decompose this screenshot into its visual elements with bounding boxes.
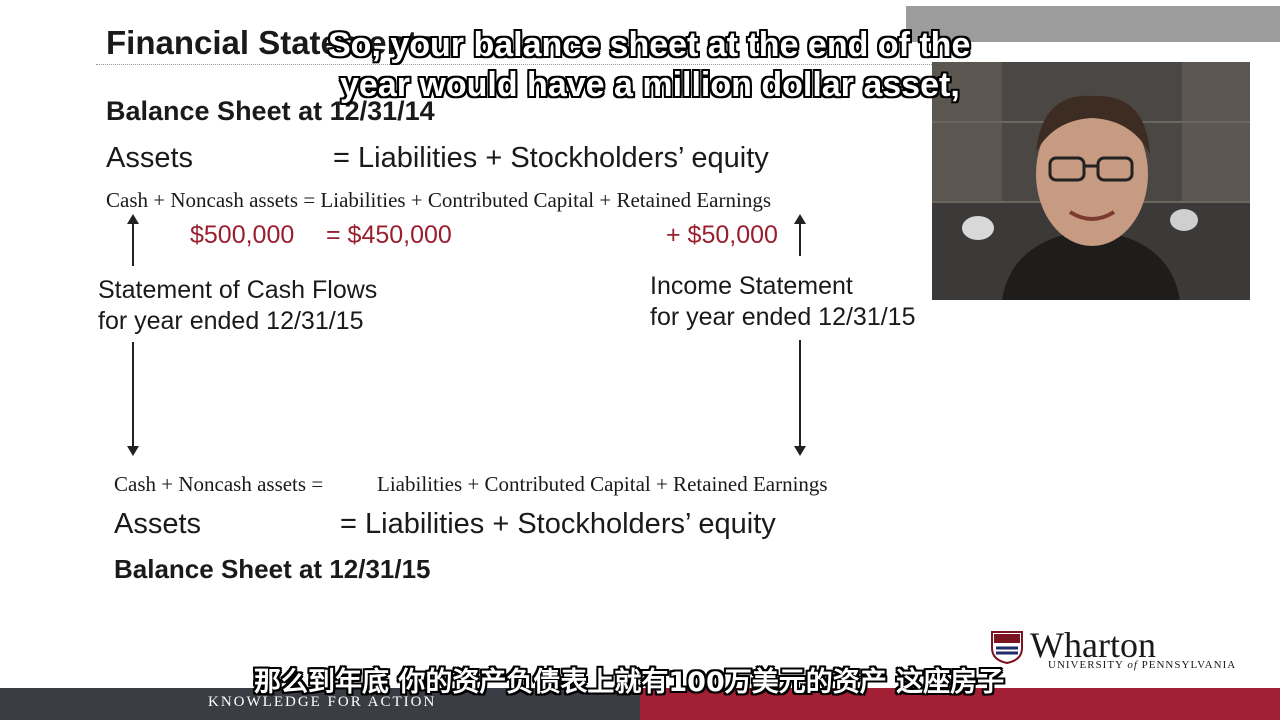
wharton-logo-text: Wharton xyxy=(1030,625,1156,665)
cash-flows-period: for year ended 12/31/15 xyxy=(98,307,364,335)
arrow-down-retained-icon xyxy=(794,340,806,456)
cash-flows-title: Statement of Cash Flows xyxy=(98,276,378,304)
slide-title: Financial Statements xyxy=(106,24,437,61)
presenter-video-frame xyxy=(932,62,1250,300)
footer-red-bar xyxy=(640,688,1280,720)
income-statement-period: for year ended 12/31/15 xyxy=(650,303,916,331)
top-assets-label: Assets xyxy=(106,142,194,174)
english-caption-line2: year would have a million dollar asset, xyxy=(340,66,960,104)
top-balance-sheet-heading: Balance Sheet at 12/31/14 xyxy=(106,96,435,126)
chinese-caption: 那么到年底 你的资产负债表上就有100万美元的资产 这座房子 xyxy=(254,667,1005,698)
cash-flows-label: Statement of Cash Flows for year ended 1… xyxy=(98,275,377,337)
logo-sub-of: of xyxy=(1127,659,1138,671)
bottom-detailed-equation-left: Cash + Noncash assets = xyxy=(114,472,324,496)
bottom-accounting-equation: = Liabilities + Stockholders’ equity xyxy=(340,508,776,540)
arrow-down-cash-icon xyxy=(127,342,139,456)
logo-sub-pennsylvania: PENNSYLVANIA xyxy=(1141,659,1237,671)
presenter-video xyxy=(932,62,1250,300)
footer-tagline: KNOWLEDGE FOR ACTION xyxy=(208,694,437,710)
value-liabilities: = $450,000 xyxy=(326,221,452,249)
wharton-logo-subtitle: UNIVERSITY of PENNSYLVANIA xyxy=(1048,659,1236,671)
penn-shield-icon xyxy=(991,631,1023,664)
top-accounting-equation: = Liabilities + Stockholders’ equity xyxy=(333,142,769,174)
value-assets: $500,000 xyxy=(190,221,295,249)
top-detailed-equation: Cash + Noncash assets = Liabilities + Co… xyxy=(106,188,772,212)
title-divider xyxy=(96,64,936,65)
value-retained-earnings: + $50,000 xyxy=(666,221,778,249)
top-overlay-bar xyxy=(906,6,1280,42)
arrow-up-retained-icon xyxy=(794,214,806,256)
bottom-assets-label: Assets xyxy=(114,508,202,540)
income-statement-label: Income Statement for year ended 12/31/15 xyxy=(650,271,915,333)
income-statement-title: Income Statement xyxy=(650,272,853,300)
logo-sub-university: UNIVERSITY xyxy=(1048,659,1124,671)
bottom-detailed-equation-right: Liabilities + Contributed Capital + Reta… xyxy=(377,472,828,496)
english-caption-line1: So, your balance sheet at the end of the xyxy=(328,26,971,64)
bottom-balance-sheet-heading: Balance Sheet at 12/31/15 xyxy=(114,554,431,584)
arrow-up-cash-icon xyxy=(127,214,139,266)
footer-dark-bar xyxy=(0,688,640,720)
